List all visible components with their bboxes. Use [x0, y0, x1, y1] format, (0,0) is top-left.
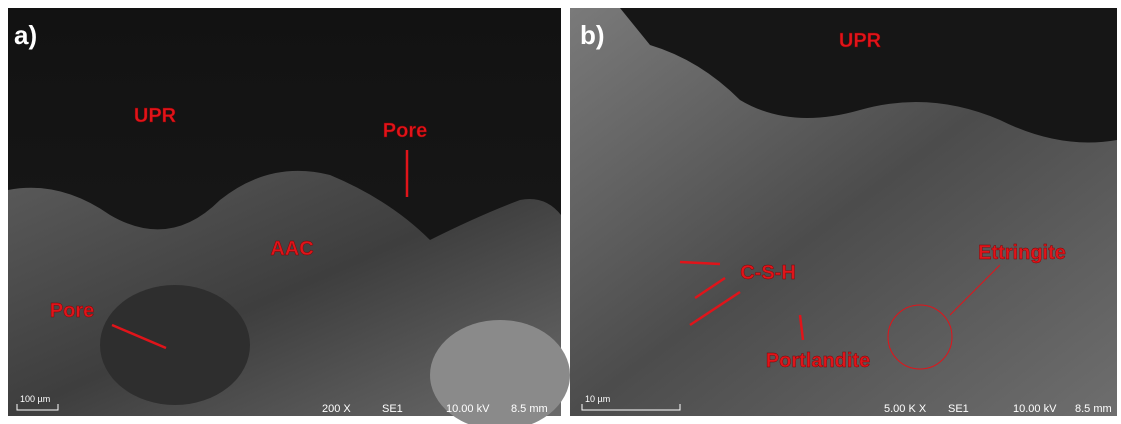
info: 10.00 kV: [1013, 403, 1057, 415]
info: SE1: [382, 403, 403, 415]
annotation: Portlandite: [766, 350, 870, 372]
scale-bar-label: 10 µm: [585, 394, 610, 404]
pore-region: [100, 285, 250, 405]
info: 8.5 mm: [511, 403, 548, 415]
annotation: Pore: [383, 120, 427, 142]
annotation: UPR: [839, 30, 882, 52]
info: SE1: [948, 403, 969, 415]
annotation: AAC: [270, 238, 313, 260]
scale-bar-label: 100 µm: [20, 394, 50, 404]
info: 10.00 kV: [446, 403, 490, 415]
figure: a) UPR Pore AAC Pore 100 µm 200 X SE1 10…: [0, 0, 1121, 424]
annotation: Pore: [50, 300, 94, 322]
info: 200 X: [322, 403, 351, 415]
panel-label: a): [14, 20, 37, 50]
annotation: UPR: [134, 105, 177, 127]
info: 8.5 mm: [1075, 403, 1112, 415]
panel-a: a) UPR Pore AAC Pore 100 µm 200 X SE1 10…: [8, 8, 570, 424]
info: 5.00 K X: [884, 403, 927, 415]
panel-b: b) UPR C-S-H Portlandite Ettringite 10 µ…: [570, 8, 1117, 416]
annotation: C-S-H: [740, 262, 796, 284]
annotation: Ettringite: [978, 242, 1066, 264]
panel-label: b): [580, 20, 605, 50]
